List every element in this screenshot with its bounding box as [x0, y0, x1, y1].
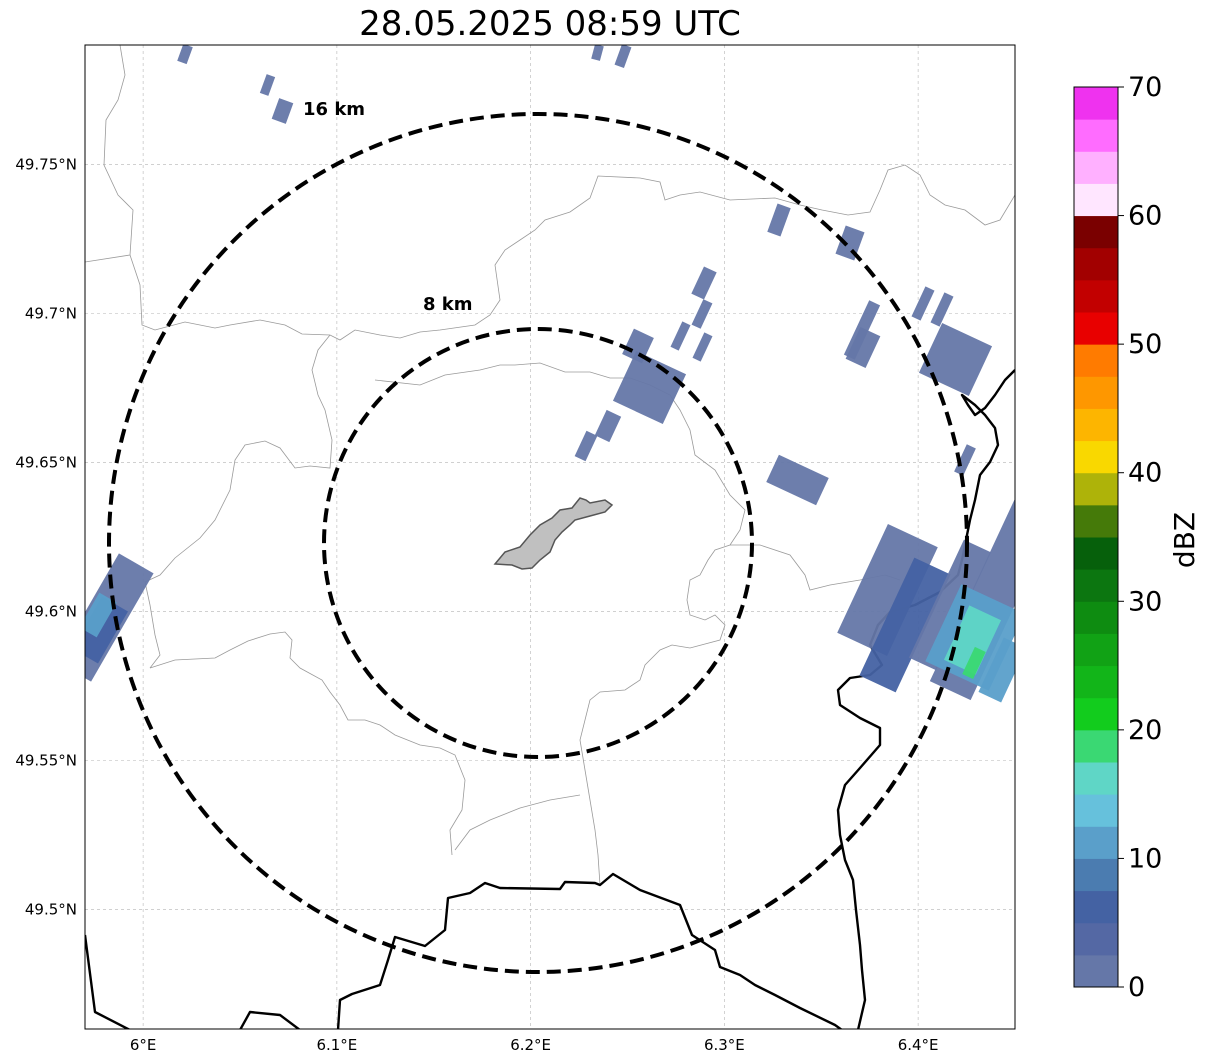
radar-echo — [594, 409, 622, 443]
colorbar: 0 10 20 30 40 50 60 70 — [1073, 72, 1162, 1003]
colorbar-tick-label: 70 — [1128, 72, 1162, 103]
x-tick-label: 6.2°E — [510, 1036, 551, 1054]
colorbar-segment — [1074, 537, 1118, 570]
ring-8km — [322, 327, 754, 759]
radar-echo — [943, 605, 1002, 675]
radar-echo — [691, 299, 713, 329]
colorbar-segment — [1074, 954, 1118, 988]
radar-echo — [670, 321, 691, 351]
radar-echo — [574, 430, 598, 462]
colorbar-segment — [1074, 729, 1118, 763]
colorbar-segment — [1074, 858, 1118, 892]
colorbar-segment — [1074, 601, 1118, 634]
colorbar-tick-label: 50 — [1128, 329, 1162, 360]
colorbar-label: dBZ — [1168, 512, 1201, 568]
colorbar-tick-label: 60 — [1128, 201, 1162, 232]
radar-echo — [622, 328, 654, 364]
radar-echo — [85, 592, 117, 638]
y-tick-label: 49.65°N — [15, 453, 77, 471]
y-tick-label: 49.75°N — [15, 155, 77, 173]
y-tick-label: 49.55°N — [15, 752, 77, 770]
x-tick-label: 6.3°E — [704, 1036, 745, 1054]
colorbar-segment — [1074, 151, 1118, 184]
x-tick-label: 6.1°E — [316, 1036, 357, 1054]
colorbar-segment — [1074, 279, 1118, 313]
radar-echoes — [85, 45, 1015, 703]
radar-echo — [691, 266, 717, 300]
colorbar-segment — [1074, 247, 1118, 281]
y-tick-label: 49.5°N — [25, 901, 77, 919]
grid-lines — [85, 45, 1015, 1029]
radar-echo — [692, 332, 713, 362]
colorbar-segment — [1074, 408, 1118, 442]
radar-echo — [835, 225, 865, 261]
colorbar-segment — [1074, 87, 1118, 120]
city-area — [493, 497, 614, 570]
map-title: 28.05.2025 08:59 UTC — [359, 4, 741, 44]
radar-echo — [930, 292, 954, 327]
radar-echo — [259, 74, 276, 96]
colorbar-segment — [1074, 215, 1118, 249]
radar-echo — [908, 539, 992, 671]
colorbar-segment — [1074, 665, 1118, 699]
colorbar-segment — [1074, 569, 1118, 602]
radar-echo — [271, 98, 294, 124]
radar-echo — [859, 557, 951, 693]
colorbar-tick-label: 10 — [1128, 843, 1162, 874]
axis-ticks: 6°E 6.1°E 6.2°E 6.3°E 6.4°E 49.75°N 49.7°N 49.6… — [15, 155, 938, 1054]
colorbar-segment — [1074, 633, 1118, 667]
radar-echo — [954, 444, 976, 476]
radar-echo — [918, 322, 993, 397]
radar-echo — [612, 350, 687, 425]
x-tick-label: 6.4°E — [898, 1036, 939, 1054]
colorbar-tick-label: 40 — [1128, 458, 1162, 489]
radar-echo — [962, 646, 986, 680]
y-tick-label: 49.6°N — [25, 603, 77, 621]
colorbar-segment — [1074, 826, 1118, 859]
colorbar-tick-label: 0 — [1128, 972, 1145, 1003]
colorbar-segment — [1074, 794, 1118, 827]
colorbar-segment — [1074, 119, 1118, 152]
colorbar-segment — [1074, 183, 1118, 217]
colorbar-segment — [1074, 344, 1118, 377]
radar-echo — [845, 326, 881, 369]
colorbar-segment — [1074, 922, 1118, 956]
map-frame — [84, 44, 1016, 1030]
colorbar-segment — [1074, 890, 1118, 924]
radar-echo — [614, 45, 632, 69]
colorbar-segment — [1074, 697, 1118, 731]
radar-echo — [837, 523, 938, 657]
radar-echo — [911, 286, 935, 321]
radar-echo — [591, 45, 604, 61]
colorbar-frame — [1073, 86, 1119, 988]
range-rings — [107, 112, 969, 974]
radar-echo — [766, 454, 829, 506]
colorbar-segment — [1074, 504, 1118, 538]
colorbar-tick-label: 30 — [1128, 586, 1162, 617]
colorbar-segment — [1074, 472, 1118, 506]
colorbar-segment — [1074, 762, 1118, 795]
colorbar-tick-label: 20 — [1128, 715, 1162, 746]
y-tick-label: 49.7°N — [25, 304, 77, 322]
colorbar-segment — [1074, 312, 1118, 345]
x-tick-label: 6°E — [130, 1036, 157, 1054]
radar-echo — [177, 45, 193, 65]
ring-label-16km: 16 km — [303, 99, 365, 120]
radar-echo — [767, 203, 791, 237]
colorbar-segment — [1074, 440, 1118, 474]
ring-16km — [107, 112, 969, 974]
ring-label-8km: 8 km — [423, 294, 473, 315]
colorbar-segment — [1074, 376, 1118, 409]
